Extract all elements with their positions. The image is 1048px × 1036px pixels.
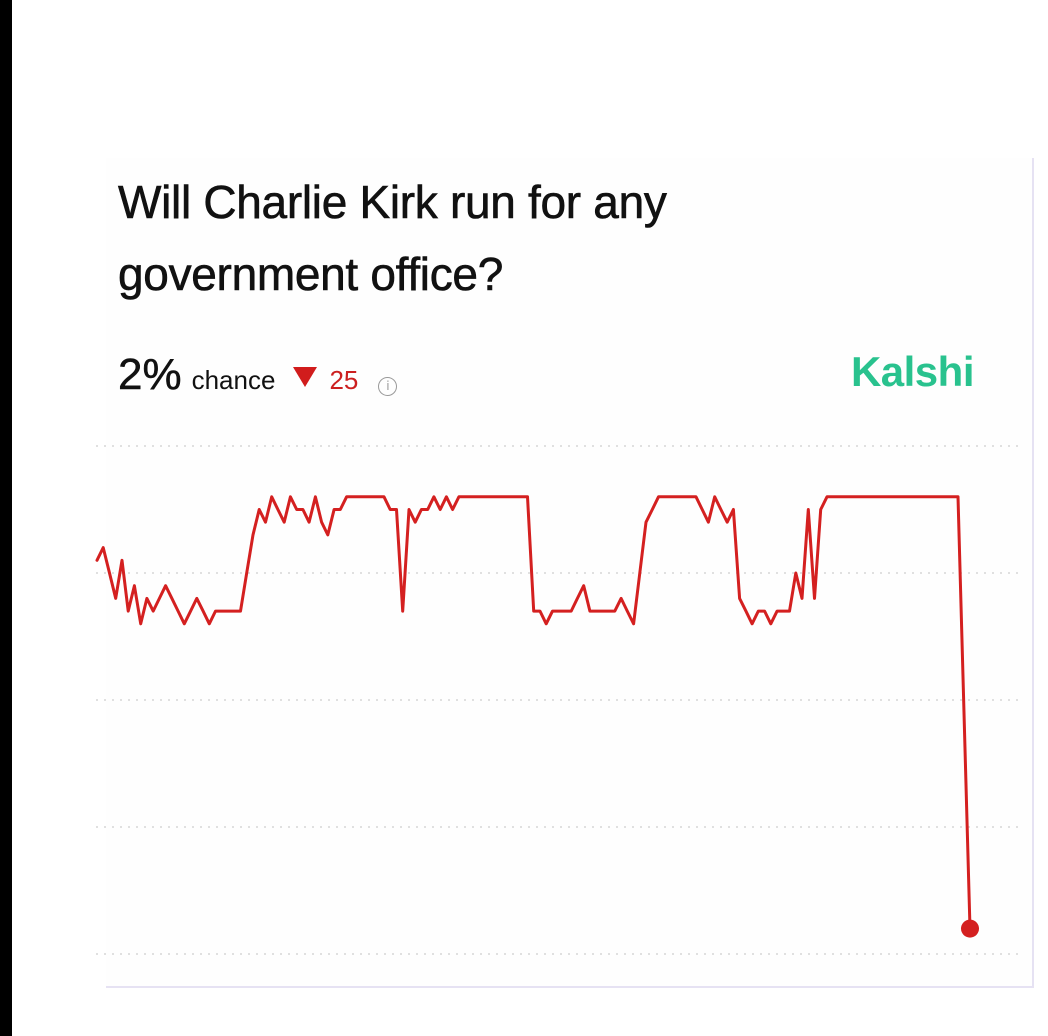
down-triangle-icon [293, 367, 318, 387]
market-title: Will Charlie Kirk run for any government… [118, 176, 667, 301]
probability-summary: 2% chance 25 i [118, 350, 398, 402]
change-value: 25 [329, 365, 359, 395]
change-indicator: 25 [293, 365, 358, 396]
brand-logo: Kalshi [850, 348, 975, 395]
info-icon[interactable]: i [378, 377, 398, 396]
probability-label: chance [191, 365, 276, 395]
probability-value: 2% [118, 350, 182, 400]
current-value-point [961, 919, 979, 938]
series-line [95, 495, 972, 931]
